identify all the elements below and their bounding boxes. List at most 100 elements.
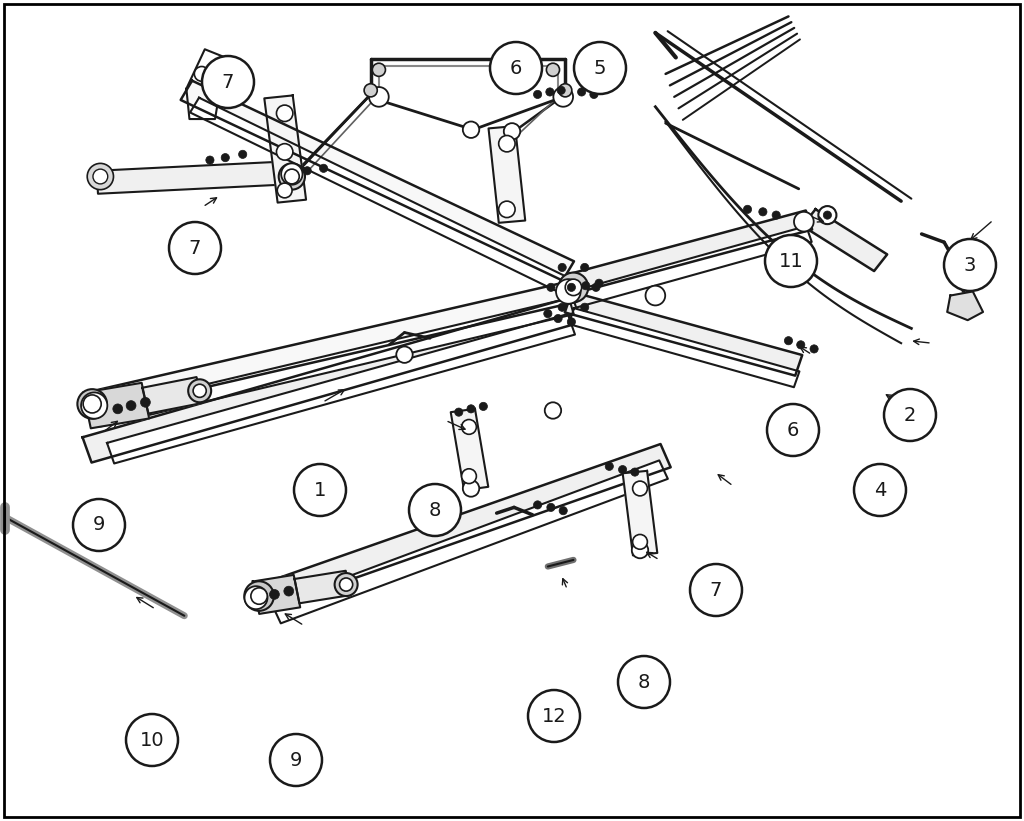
Circle shape	[595, 279, 603, 287]
Circle shape	[565, 279, 582, 296]
Circle shape	[884, 389, 936, 441]
Circle shape	[567, 283, 575, 291]
Circle shape	[463, 122, 479, 138]
Circle shape	[528, 690, 580, 742]
Circle shape	[462, 420, 476, 434]
Circle shape	[239, 150, 247, 158]
Circle shape	[823, 211, 831, 219]
Circle shape	[546, 88, 554, 96]
Circle shape	[609, 71, 624, 85]
Circle shape	[467, 405, 475, 413]
Circle shape	[319, 164, 328, 172]
Text: 5: 5	[594, 58, 606, 77]
Circle shape	[303, 167, 311, 175]
Circle shape	[279, 163, 305, 190]
Circle shape	[559, 273, 588, 302]
Circle shape	[581, 264, 589, 272]
Circle shape	[632, 542, 648, 558]
Circle shape	[462, 469, 476, 484]
Circle shape	[765, 235, 817, 287]
Circle shape	[547, 283, 555, 291]
Circle shape	[574, 42, 626, 94]
Circle shape	[490, 42, 542, 94]
Circle shape	[534, 501, 542, 509]
Polygon shape	[488, 126, 525, 222]
Circle shape	[278, 183, 292, 198]
Text: 3: 3	[964, 255, 976, 274]
Text: 7: 7	[222, 72, 234, 91]
Polygon shape	[190, 98, 569, 293]
Polygon shape	[89, 281, 577, 413]
Polygon shape	[106, 314, 575, 464]
Circle shape	[269, 589, 280, 599]
Polygon shape	[142, 377, 203, 414]
Polygon shape	[623, 471, 657, 555]
Circle shape	[596, 76, 612, 92]
Circle shape	[202, 56, 254, 108]
Circle shape	[547, 63, 559, 76]
Polygon shape	[565, 291, 802, 376]
Circle shape	[600, 80, 608, 88]
Text: 6: 6	[510, 58, 522, 77]
Polygon shape	[264, 95, 306, 203]
Circle shape	[592, 283, 600, 291]
Circle shape	[618, 466, 627, 474]
Circle shape	[944, 239, 996, 291]
Circle shape	[340, 578, 352, 591]
Circle shape	[559, 84, 571, 97]
Text: 7: 7	[188, 238, 201, 258]
Circle shape	[285, 169, 299, 184]
Circle shape	[557, 86, 565, 94]
Circle shape	[759, 208, 767, 216]
Circle shape	[618, 656, 670, 708]
Circle shape	[559, 507, 567, 515]
Circle shape	[558, 264, 566, 272]
Polygon shape	[83, 383, 150, 429]
Circle shape	[455, 408, 463, 416]
Circle shape	[479, 402, 487, 410]
Circle shape	[690, 564, 742, 616]
Polygon shape	[251, 444, 671, 611]
Circle shape	[556, 279, 581, 304]
Text: 7: 7	[710, 580, 722, 599]
Circle shape	[743, 205, 752, 213]
Circle shape	[797, 341, 805, 349]
Circle shape	[206, 156, 214, 164]
Circle shape	[188, 379, 211, 402]
Circle shape	[772, 211, 780, 219]
Circle shape	[83, 395, 101, 413]
Circle shape	[169, 222, 221, 274]
Polygon shape	[272, 461, 668, 623]
Circle shape	[581, 303, 589, 311]
Circle shape	[396, 346, 413, 363]
Circle shape	[373, 63, 385, 76]
Circle shape	[369, 87, 389, 107]
Text: 9: 9	[93, 516, 105, 534]
Polygon shape	[570, 226, 812, 308]
Circle shape	[567, 318, 575, 326]
Circle shape	[194, 384, 206, 397]
Circle shape	[126, 714, 178, 766]
Polygon shape	[947, 291, 983, 320]
Polygon shape	[568, 308, 800, 388]
Circle shape	[93, 169, 108, 184]
Text: 4: 4	[873, 480, 886, 499]
Text: 10: 10	[139, 731, 164, 750]
Polygon shape	[96, 161, 298, 194]
Circle shape	[276, 105, 293, 122]
Circle shape	[818, 206, 837, 224]
Circle shape	[78, 389, 106, 419]
Text: 8: 8	[638, 672, 650, 691]
Circle shape	[810, 345, 818, 353]
Circle shape	[294, 464, 346, 516]
Polygon shape	[253, 575, 300, 614]
Text: 8: 8	[429, 501, 441, 520]
Circle shape	[582, 282, 590, 290]
Circle shape	[633, 481, 647, 496]
Polygon shape	[186, 49, 225, 119]
Polygon shape	[570, 210, 812, 293]
Circle shape	[245, 581, 273, 611]
Circle shape	[409, 484, 461, 536]
Circle shape	[544, 310, 552, 318]
Text: 9: 9	[290, 750, 302, 769]
